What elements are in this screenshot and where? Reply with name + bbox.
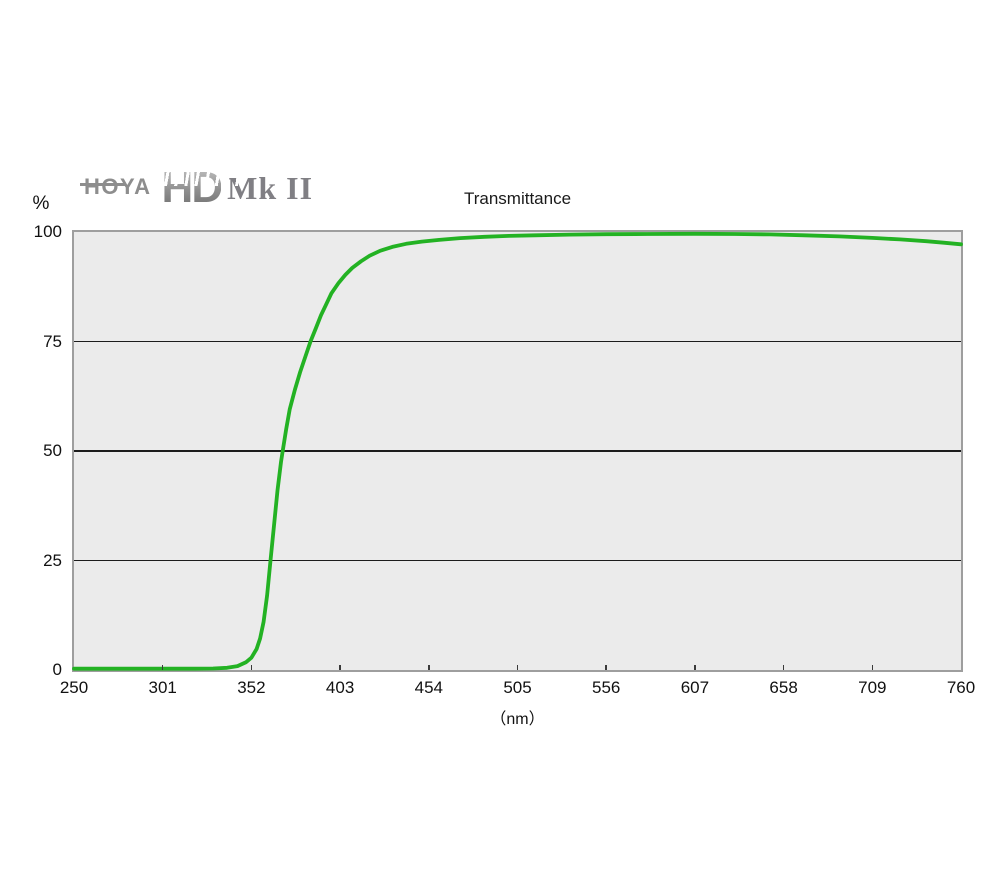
x-tick-352	[250, 665, 253, 670]
transmittance-curve	[72, 231, 963, 671]
x-tick-label-607: 607	[680, 678, 710, 697]
x-tick-label-301: 301	[148, 678, 177, 697]
x-tick-505	[516, 665, 519, 670]
x-tick-658	[782, 665, 785, 670]
x-tick-label-505: 505	[503, 678, 532, 697]
x-tick-label-556: 556	[592, 678, 621, 697]
hoya-wordmark: HOYA	[80, 174, 152, 210]
plot-area	[72, 230, 963, 672]
y-tick-label-50: 50	[43, 441, 62, 460]
gridline-50	[74, 450, 961, 452]
mkii-text: Mk II	[227, 170, 314, 206]
x-tick-label-352: 352	[237, 678, 266, 697]
x-tick-label-403: 403	[325, 678, 355, 697]
x-axis-unit-label: （nm）	[490, 711, 545, 728]
x-tick-454	[428, 665, 430, 670]
x-tick-label-760: 760	[946, 678, 976, 697]
x-tick-607	[694, 665, 696, 670]
y-tick-label-25: 25	[43, 550, 62, 570]
gridline-25	[74, 559, 961, 562]
x-tick-556	[605, 665, 607, 670]
hoya-brand-text: HOYA	[84, 174, 152, 199]
x-tick-709	[871, 665, 874, 670]
x-tick-label-250: 250	[59, 678, 89, 697]
x-tick-301	[161, 665, 164, 670]
x-tick-label-454: 454	[414, 678, 443, 697]
x-tick-label-658: 658	[769, 678, 798, 697]
transmittance-curve-svg	[72, 231, 963, 671]
y-tick-label-0: 0	[52, 660, 62, 679]
chart-title: Transmittance	[463, 189, 572, 208]
y-axis-unit-label: %	[32, 193, 50, 214]
x-tick-label-709: 709	[858, 678, 887, 697]
gridline-75	[74, 340, 961, 343]
y-tick-label-100: 100	[33, 222, 62, 241]
hoya-strikethrough-line	[80, 183, 126, 186]
x-tick-403	[339, 665, 341, 670]
y-tick-label-75: 75	[43, 331, 62, 351]
